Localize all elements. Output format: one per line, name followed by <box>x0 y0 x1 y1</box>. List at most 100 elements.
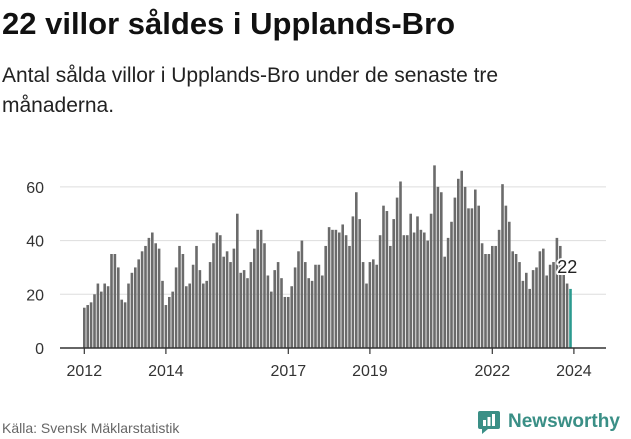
bar <box>552 262 555 348</box>
bar <box>300 240 304 348</box>
bar <box>293 267 297 348</box>
bar <box>283 296 287 348</box>
source-note: Källa: Svensk Mäklarstatistik <box>2 420 180 436</box>
last-value-halo: 22 <box>557 257 577 277</box>
bar <box>208 262 212 348</box>
chart-title: 22 villor såldes i Upplands-Bro <box>2 6 456 41</box>
bar <box>487 254 491 348</box>
bar <box>297 251 300 348</box>
bar <box>307 278 310 348</box>
bar <box>501 184 504 348</box>
bar <box>480 243 484 348</box>
bars-layer <box>83 165 572 348</box>
bar <box>474 189 477 348</box>
bar <box>304 262 307 348</box>
bar <box>535 267 538 348</box>
bar <box>324 245 327 348</box>
bar <box>144 245 147 348</box>
bar <box>181 254 185 348</box>
bar <box>338 232 341 348</box>
bar <box>86 305 89 348</box>
bar <box>460 170 463 348</box>
bar <box>331 229 334 348</box>
bar <box>565 283 569 348</box>
bar <box>375 264 378 348</box>
y-tick-label: 60 <box>26 180 44 197</box>
bar <box>100 291 103 348</box>
bar <box>341 224 344 348</box>
bar <box>232 248 236 348</box>
bar <box>198 270 202 348</box>
bar <box>161 280 164 348</box>
bar <box>538 251 542 348</box>
bar <box>89 302 93 348</box>
bar <box>562 264 565 348</box>
bar <box>406 235 409 348</box>
y-tick-label: 20 <box>26 287 44 304</box>
bar <box>358 219 361 348</box>
bar <box>392 219 395 348</box>
bar <box>229 262 232 348</box>
bar <box>355 192 358 348</box>
x-tick-label: 2019 <box>352 363 388 380</box>
bar <box>157 248 161 348</box>
bar <box>402 235 406 348</box>
bar <box>185 286 188 348</box>
bar <box>457 178 460 348</box>
bar <box>453 197 457 348</box>
brand-logo[interactable]: Newsworthy <box>476 408 620 436</box>
bar <box>140 251 144 348</box>
bar <box>273 270 276 348</box>
bar <box>416 216 419 348</box>
bar <box>548 264 552 348</box>
bar <box>270 291 273 348</box>
x-tick-label: 2014 <box>148 363 184 380</box>
bar <box>559 245 562 348</box>
bar <box>113 254 117 348</box>
bar <box>378 235 382 348</box>
bar <box>202 283 205 348</box>
bar <box>484 254 487 348</box>
bar <box>351 216 355 348</box>
x-tick-label: 2012 <box>67 363 103 380</box>
bar <box>511 251 514 348</box>
bar <box>127 283 130 348</box>
bar <box>389 245 392 348</box>
bar <box>188 283 191 348</box>
bar <box>423 232 426 348</box>
bar <box>147 237 151 348</box>
bar <box>514 254 518 348</box>
bar <box>174 267 178 348</box>
bar <box>409 213 412 348</box>
bar <box>263 243 266 348</box>
bar <box>236 213 239 348</box>
bar <box>164 305 168 348</box>
bar <box>195 245 198 348</box>
bar <box>191 264 195 348</box>
bar <box>361 262 365 348</box>
brand-name: Newsworthy <box>508 411 620 432</box>
bar <box>96 283 100 348</box>
bar <box>249 262 253 348</box>
bar <box>399 181 402 348</box>
bar-latest <box>569 288 572 348</box>
bar <box>426 240 429 348</box>
bar <box>446 237 450 348</box>
bar <box>106 286 110 348</box>
bar <box>348 245 351 348</box>
bar <box>450 221 453 348</box>
x-tick-label: 2017 <box>271 363 307 380</box>
bar <box>497 229 501 348</box>
bar <box>110 254 113 348</box>
bar <box>440 192 443 348</box>
bar <box>521 280 525 348</box>
bar <box>205 280 208 348</box>
chart-subtitle: Antal sålda villor i Upplands-Bro under … <box>2 64 499 117</box>
bar <box>545 275 548 348</box>
bar <box>280 278 283 348</box>
bar <box>154 243 157 348</box>
bar <box>171 291 174 348</box>
bar <box>215 232 219 348</box>
bar <box>433 165 436 348</box>
